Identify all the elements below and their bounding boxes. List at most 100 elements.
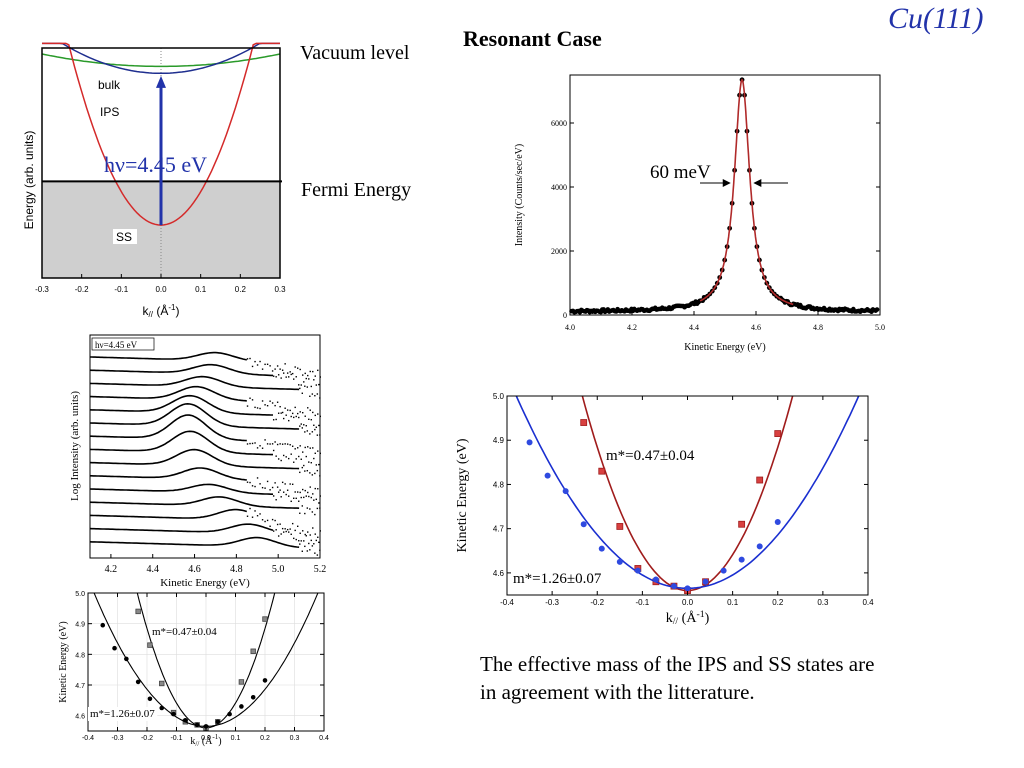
noise-point [291,412,294,415]
peak-ytick-label: 2000 [551,247,567,256]
noise-point [311,393,314,395]
spectrum-noise [272,491,320,504]
spectrum-line [90,351,247,361]
peak-xtick-label: 4.4 [689,323,699,332]
ss-data-point [598,545,605,552]
noise-point [266,363,269,366]
band-bulk-line [41,53,281,68]
ips-data-point [159,680,165,687]
noise-point [307,531,309,533]
peak-ytick-label: 6000 [551,119,567,128]
noise-point [307,491,309,494]
xtick-label: 0.4 [862,598,874,607]
ss-data-point [135,679,141,685]
noise-point [313,543,315,545]
noise-point [309,433,311,435]
dispersion-small-ylabel: Kinetic Energy (eV) [58,621,69,702]
noise-point [271,402,274,404]
ips-data-point [135,608,141,615]
ss-data-point [720,567,727,574]
conclusion-text: The effective mass of the IPS and SS sta… [480,650,874,706]
noise-point [317,536,319,538]
noise-point [272,419,275,421]
noise-point [307,374,309,377]
noise-point [304,415,306,417]
noise-point [307,446,309,448]
conclusion-line-1: The effective mass of the IPS and SS sta… [480,652,875,676]
noise-point [309,508,311,510]
band-ylabel: Energy (arb. units) [22,131,36,230]
log-spectra-xtick-label: 4.8 [230,564,243,575]
ytick-label: 5.0 [493,392,505,401]
noise-point [281,411,284,414]
fermi-energy-label: Fermi Energy [301,179,412,201]
ytick-label: 5.0 [75,591,85,598]
noise-point [312,447,314,449]
noise-point [289,371,291,373]
noise-point [304,533,306,536]
noise-point [249,357,251,360]
noise-point [246,481,249,483]
peak-xtick-label: 4.2 [627,323,637,332]
noise-point [275,418,277,421]
ytick-label: 4.6 [75,714,85,721]
ips-data-point [238,679,245,685]
dispersion-large-plot: -0.4 -0.3 -0.2 -0.1 0.0 0.1 0.2 0.3 0.4 4.6 4.7 4.8… [455,392,874,627]
noise-point [284,443,286,445]
noise-point [274,482,276,484]
noise-point [301,550,303,552]
noise-point [282,531,285,533]
noise-point [309,472,311,474]
spectrum-line [90,414,247,442]
xtick-label: 0.2 [260,735,270,742]
noise-point [246,515,249,517]
noise-point [261,486,264,489]
noise-point [311,511,314,513]
ss-mass-label: m*=1.26±0.07 [90,708,155,720]
log-spectra-xlabel: Kinetic Energy (eV) [160,577,250,589]
noise-point [305,535,307,537]
noise-point [317,450,319,452]
ss-label: SS [116,230,132,244]
xtick-label: -0.2 [141,735,153,742]
noise-point [297,367,299,369]
noise-point [314,472,316,475]
noise-point [272,495,275,497]
noise-point [314,414,316,417]
noise-point [316,434,319,436]
noise-point [277,412,280,414]
noise-point [254,360,256,363]
noise-point [303,496,305,499]
fwhm-arrowhead-right [753,179,762,187]
noise-point [299,387,301,390]
dispersion-large-frame [506,395,869,596]
spectrum-noise [299,385,321,399]
noise-point [300,458,302,460]
noise-point [264,520,266,523]
spectrum-noise [272,372,320,388]
noise-point [293,537,295,540]
noise-point [304,372,306,375]
xtick-label: -0.1 [635,598,649,607]
spectrum-line [89,394,273,416]
noise-point [279,368,281,370]
noise-point [304,512,306,515]
spectrum-noise [272,529,320,545]
xtick-label: 0.1 [231,735,241,742]
noise-point [294,406,296,409]
noise-point [277,535,280,537]
noise-point [266,404,269,407]
noise-point [308,418,310,420]
ss-data-point [738,556,745,563]
fwhm-arrowhead-left [722,179,731,187]
noise-point [315,384,318,386]
band-diagram-plot: hν=4.45 eV bulk IPS SS -0.3 -0.2 -0.1 0.0 0.1 0.2… [22,42,286,319]
noise-point [261,400,264,402]
noise-point [261,368,264,370]
noise-point [297,525,299,527]
noise-point [305,455,307,458]
noise-point [304,446,306,449]
spectrum-line [89,375,300,391]
noise-point [269,443,271,445]
photon-arrow-head [156,75,166,88]
